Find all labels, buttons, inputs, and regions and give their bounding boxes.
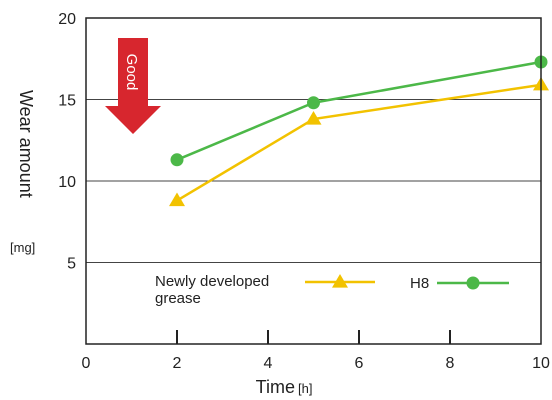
x-tick-label-4: 4 [264, 355, 273, 372]
axis-titles: Time [h] Wear amount [mg] [10, 90, 312, 397]
y-axis-title: Wear amount [16, 90, 36, 198]
x-tick-label-0: 0 [82, 355, 91, 372]
x-tick-label-10: 10 [532, 355, 550, 372]
legend: Newly developed grease H8 [155, 273, 509, 307]
good-arrow [105, 38, 161, 134]
point-h8-5 [307, 96, 320, 110]
axes: 0 2 4 6 8 10 5 10 15 20 [58, 11, 550, 372]
y-tick-label-20: 20 [58, 11, 76, 28]
y-tick-label-5: 5 [67, 256, 76, 273]
legend-label-h8: H8 [410, 275, 429, 292]
point-new-grease-5 [305, 111, 322, 125]
x-tick-label-8: 8 [446, 355, 455, 372]
series-layer [169, 55, 549, 207]
legend-marker-new-grease [332, 274, 348, 288]
x-tick-label-2: 2 [173, 355, 182, 372]
point-new-grease-2 [169, 192, 185, 207]
x-axis-unit: [h] [298, 381, 312, 396]
legend-marker-h8 [466, 276, 480, 290]
y-axis-unit: [mg] [10, 240, 35, 255]
y-tick-label-10: 10 [58, 174, 76, 191]
series-line-new-grease [176, 83, 542, 202]
plot-frame [85, 17, 542, 345]
good-label: Good [123, 54, 140, 91]
x-tick-label-6: 6 [355, 355, 364, 372]
y-tick-label-15: 15 [58, 93, 76, 110]
series-line-h8 [176, 60, 542, 161]
x-axis-title: Time [256, 377, 295, 397]
legend-label-new-grease: Newly developed grease [155, 273, 269, 307]
point-h8-2 [170, 153, 184, 167]
good-annotation: Good [105, 38, 161, 134]
